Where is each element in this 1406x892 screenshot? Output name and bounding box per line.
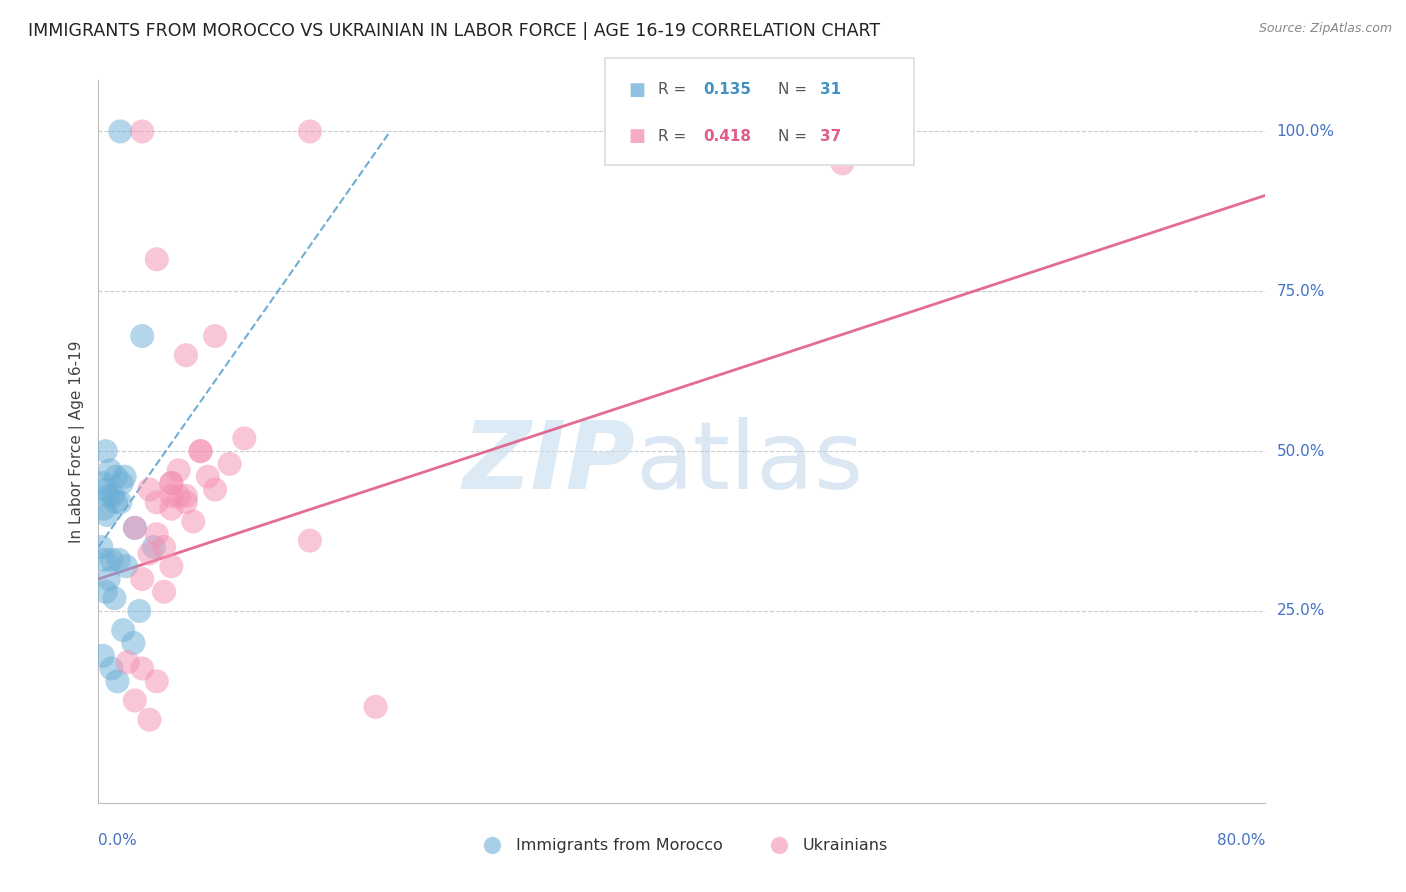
Point (111, 476, 134, 491)
Point (142, 540, 165, 554)
Text: ■: ■ (628, 81, 645, 99)
Point (128, 604, 150, 618)
Point (124, 521, 146, 535)
Point (233, 431, 256, 445)
Point (117, 655, 139, 669)
Point (94, 584, 117, 599)
Point (153, 540, 176, 554)
Point (93, 501, 115, 516)
Point (298, 533, 321, 548)
Legend: Immigrants from Morocco, Ukrainians: Immigrants from Morocco, Ukrainians (470, 832, 894, 860)
Point (160, 501, 183, 516)
Text: IMMIGRANTS FROM MOROCCO VS UKRAINIAN IN LABOR FORCE | AGE 16-19 CORRELATION CHAR: IMMIGRANTS FROM MOROCCO VS UKRAINIAN IN … (28, 22, 880, 40)
Text: ■: ■ (628, 127, 645, 145)
Point (104, 469, 127, 483)
Point (124, 521, 146, 535)
Point (138, 546, 160, 560)
Text: R =: R = (658, 82, 692, 97)
Text: N =: N = (778, 128, 811, 144)
Point (115, 559, 138, 574)
Point (160, 476, 183, 491)
Point (174, 348, 197, 362)
Point (298, 124, 321, 138)
Point (98, 463, 121, 477)
Point (131, 329, 153, 343)
Point (97, 572, 120, 586)
Text: R =: R = (658, 128, 692, 144)
Point (160, 559, 183, 574)
Text: 0.0%: 0.0% (98, 833, 138, 848)
Point (94, 483, 117, 497)
Point (112, 623, 135, 637)
Y-axis label: In Labor Force | Age 16-19: In Labor Force | Age 16-19 (69, 340, 84, 543)
Point (146, 252, 169, 267)
Point (218, 457, 240, 471)
Point (197, 469, 219, 483)
Point (174, 489, 197, 503)
Point (131, 661, 153, 675)
Point (91, 476, 114, 491)
Text: 0.418: 0.418 (703, 128, 751, 144)
Point (160, 476, 183, 491)
Text: atlas: atlas (636, 417, 863, 509)
Point (146, 495, 169, 509)
Point (174, 495, 197, 509)
Point (94, 444, 117, 458)
Point (190, 444, 212, 458)
Point (146, 527, 169, 541)
Text: 31: 31 (820, 82, 841, 97)
Point (91, 648, 114, 663)
Text: N =: N = (778, 82, 811, 97)
Text: 25.0%: 25.0% (1277, 604, 1324, 618)
Point (160, 489, 183, 503)
Point (110, 495, 132, 509)
Text: 100.0%: 100.0% (1277, 124, 1334, 139)
Point (204, 483, 226, 497)
Point (190, 444, 212, 458)
Point (124, 693, 146, 707)
Point (131, 572, 153, 586)
Text: ZIP: ZIP (463, 417, 636, 509)
Text: 80.0%: 80.0% (1218, 833, 1265, 848)
Point (167, 489, 190, 503)
Point (138, 713, 160, 727)
Text: 75.0%: 75.0% (1277, 284, 1324, 299)
Point (364, 699, 387, 714)
Point (101, 489, 124, 503)
Point (90, 540, 112, 554)
Point (105, 674, 128, 689)
Point (100, 661, 122, 675)
Point (167, 463, 190, 477)
Point (138, 483, 160, 497)
Point (114, 469, 136, 483)
Point (100, 553, 122, 567)
Text: Source: ZipAtlas.com: Source: ZipAtlas.com (1258, 22, 1392, 36)
Point (153, 584, 176, 599)
Point (108, 553, 131, 567)
Point (122, 636, 145, 650)
Point (181, 515, 204, 529)
Point (96, 508, 118, 522)
Point (93, 553, 115, 567)
Point (831, 156, 853, 170)
Point (204, 329, 226, 343)
Point (146, 674, 169, 689)
Point (131, 124, 153, 138)
Text: 50.0%: 50.0% (1277, 443, 1324, 458)
Text: 37: 37 (820, 128, 841, 144)
Point (104, 495, 127, 509)
Point (103, 591, 125, 606)
Text: 0.135: 0.135 (703, 82, 751, 97)
Point (110, 124, 132, 138)
Point (97, 489, 120, 503)
